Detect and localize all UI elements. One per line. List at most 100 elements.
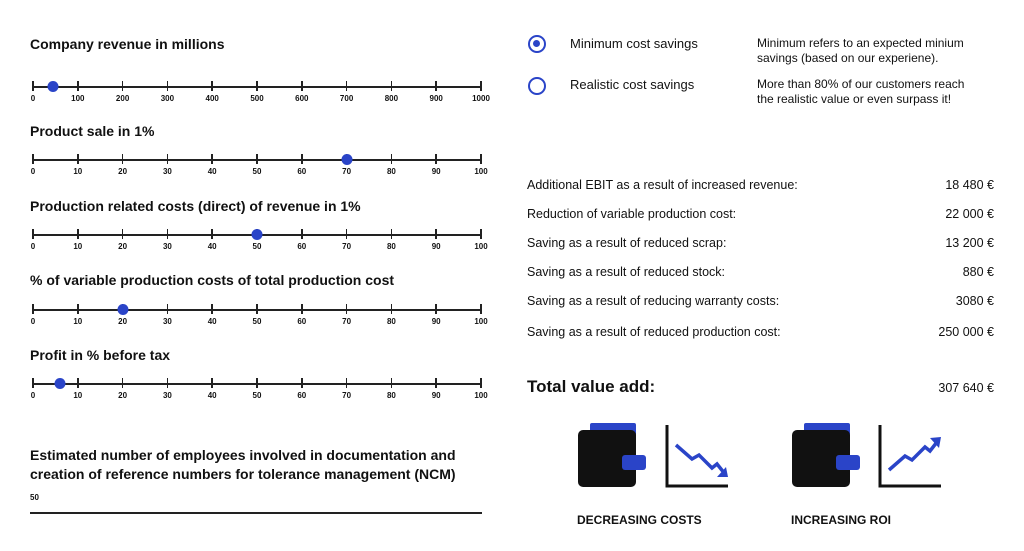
slider-thumb[interactable] [47,81,59,92]
slider-tick-label: 20 [118,242,128,251]
ncm-input-underline[interactable] [30,512,482,514]
slider-tick-label: 80 [386,391,396,400]
slider-thumb[interactable] [117,304,129,315]
slider-tick-label: 40 [207,242,217,251]
slider-tick-label: 40 [207,167,217,176]
result-row-stock: Saving as a result of reduced stock: 880… [527,265,994,279]
slider-tick-label: 60 [297,391,307,400]
slider-tick-label: 80 [386,167,396,176]
result-row-scrap: Saving as a result of reduced scrap: 13 … [527,236,994,250]
slider-tick-label: 70 [342,317,352,326]
slider-tick [435,81,437,91]
slider-tick-label: 20 [118,167,128,176]
slider-variable-costs[interactable]: 0 10 20 30 40 50 60 70 80 90 100 [30,297,488,327]
slider-tick-label: 70 [342,391,352,400]
result-label: Saving as a result of reduced stock: [527,265,726,279]
slider-tick [211,304,213,314]
slider-tick-label: 50 [252,167,262,176]
slider-tick [211,229,213,239]
slider-tick [301,154,303,164]
slider-tick-label: 100 [474,391,488,400]
slider-production-costs[interactable]: 0 10 20 30 40 50 60 70 80 90 100 [30,222,488,252]
slider-thumb[interactable] [341,154,353,165]
ncm-input-value[interactable]: 50 [30,493,39,502]
slider-tick [390,154,393,164]
slider-tick-label: 800 [384,94,399,103]
slider-tick [301,378,303,388]
slider-tick-label: 10 [73,242,83,251]
slider-tick [77,154,79,164]
radio-desc-minimum: Minimum refers to an expected minium sav… [757,36,1007,66]
radio-desc-realistic-line2: the realistic value or even surpass it! [757,92,952,106]
slider-tick [166,229,169,239]
slider-product-sale[interactable]: 0 10 20 30 40 50 60 70 80 90 100 [31,147,488,177]
slider-tick [480,304,482,314]
slider-tick-label: 80 [386,242,396,251]
slider-tick [166,81,169,91]
slider-tick [301,81,303,91]
slider-tick-label: 0 [30,317,36,326]
slider-tick [77,378,79,388]
result-row-variable-cost: Reduction of variable production cost: 2… [527,207,994,221]
slider-tick-label: 100 [71,94,85,103]
slider-tick [32,304,34,314]
slider-tick [32,378,34,388]
slider-tick [166,304,169,314]
slider-tick-label: 700 [339,94,354,103]
slider-tick [345,229,348,239]
result-label: Saving as a result of reduced production… [527,325,781,339]
slider-title-production-costs: Production related costs (direct) of rev… [30,198,361,214]
slider-tick [480,154,482,164]
slider-thumb[interactable] [251,229,263,240]
badge-label: INCREASING ROI [791,513,892,527]
slider-tick [435,229,437,239]
radio-realistic-savings[interactable] [528,77,546,95]
chart-down-icon [665,425,728,488]
slider-tick-label: 50 [252,317,262,326]
slider-tick-label: 50 [252,242,262,251]
wallet-icon [792,423,860,487]
ncm-title-line1: Estimated number of employees involved i… [30,447,456,463]
slider-tick [121,81,124,91]
slider-tick-label: 90 [431,242,441,251]
slider-tick-label: 70 [342,167,352,176]
slider-tick [390,304,393,314]
slider-thumb[interactable] [54,378,66,389]
slider-tick-label: 20 [118,317,128,326]
slider-tick-label: 50 [252,391,262,400]
slider-tick-label: 0 [30,94,36,103]
radio-label-minimum[interactable]: Minimum cost savings [570,36,698,51]
slider-tick-label: 80 [386,317,396,326]
radio-desc-realistic: More than 80% of our customers reach the… [757,77,1007,107]
result-value: 880 € [962,265,994,279]
slider-tick-label: 40 [207,317,217,326]
radio-desc-minimum-line1: Minimum refers to an expected minium [757,36,964,50]
slider-tick [121,229,124,239]
slider-tick-label: 90 [431,167,441,176]
slider-tick [345,304,348,314]
radio-minimum-savings[interactable] [528,35,546,53]
slider-tick-label: 60 [297,242,307,251]
slider-tick [256,154,258,164]
slider-tick [256,304,258,314]
slider-profit[interactable]: 0 10 20 30 40 50 60 70 80 90 100 [31,371,488,401]
slider-tick-label: 70 [342,242,352,251]
slider-tick [166,378,169,388]
slider-tick [32,81,34,91]
result-label: Saving as a result of reduced scrap: [527,236,727,250]
slider-revenue[interactable]: 0 100 200 300 400 500 600 700 800 900 1000 [30,74,490,104]
slider-tick-label: 300 [160,94,175,103]
result-label: Saving as a result of reducing warranty … [527,294,780,308]
slider-title-revenue: Company revenue in millions [30,36,225,52]
slider-tick [345,81,348,91]
slider-tick-label: 0 [30,242,36,251]
slider-tick [301,229,303,239]
slider-tick [390,229,393,239]
slider-tick-label: 60 [297,167,307,176]
radio-label-realistic[interactable]: Realistic cost savings [570,77,695,92]
slider-title-profit: Profit in % before tax [30,347,171,363]
result-value: 250 000 € [938,325,994,339]
slider-tick-label: 100 [474,167,488,176]
result-value: 18 480 € [945,178,994,192]
slider-tick [121,378,124,388]
